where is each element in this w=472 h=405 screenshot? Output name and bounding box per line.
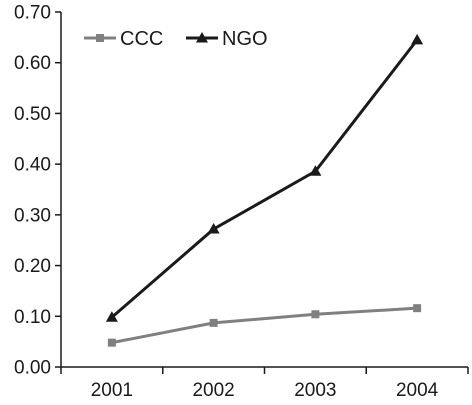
data-point-ngo <box>309 165 322 176</box>
axes <box>60 12 468 368</box>
y-tick-label: 0.00 <box>14 358 51 379</box>
legend-item-ngo: NGO <box>186 28 268 50</box>
y-tick-label: 0.20 <box>14 256 51 277</box>
y-tick-label: 0.30 <box>14 205 51 226</box>
data-point-ccc <box>311 310 320 319</box>
legend-marker-ngo <box>196 32 208 43</box>
legend-marker-ccc <box>96 34 104 42</box>
series-ccc <box>107 304 422 347</box>
data-point-ccc <box>209 318 218 327</box>
y-ticks: 0.00 0.10 0.20 0.30 0.40 0.50 0.60 0.70 <box>14 3 61 379</box>
x-tick-label: 2001 <box>91 380 133 401</box>
data-point-ccc <box>107 338 116 347</box>
data-point-ccc <box>413 304 422 313</box>
y-tick-label: 0.10 <box>14 307 51 328</box>
x-ticks: 2001 2002 2003 2004 <box>60 367 469 401</box>
data-point-ngo <box>105 311 118 322</box>
x-tick-label: 2002 <box>192 380 234 401</box>
y-tick-label: 0.70 <box>14 3 51 24</box>
series-ngo <box>105 33 424 322</box>
legend-label-ngo: NGO <box>222 28 268 50</box>
x-tick-label: 2004 <box>396 380 439 401</box>
y-tick-label: 0.40 <box>14 155 51 176</box>
data-point-ngo <box>411 33 424 45</box>
x-tick-label: 2003 <box>294 380 336 401</box>
y-tick-label: 0.60 <box>14 53 51 74</box>
y-tick-label: 0.50 <box>14 104 51 125</box>
legend-label-ccc: CCC <box>120 28 163 50</box>
series-layer <box>105 33 424 347</box>
series-line-ngo <box>110 38 419 319</box>
data-point-ngo <box>207 223 220 234</box>
legend-item-ccc: CCC <box>84 28 163 50</box>
series-line-ccc <box>111 306 418 345</box>
legend: CCC NGO <box>84 28 268 50</box>
